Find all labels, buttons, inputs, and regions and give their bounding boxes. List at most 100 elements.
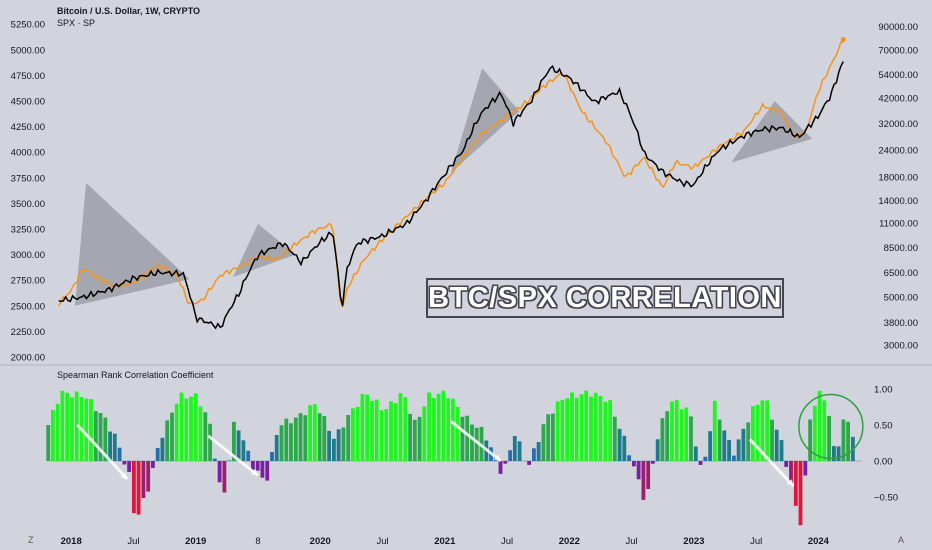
correlation-bar — [170, 412, 174, 461]
left-axis-tick-label: 3000.00 — [11, 250, 45, 261]
correlation-bar — [260, 461, 265, 478]
left-axis-tick-label: 4500.00 — [11, 97, 45, 108]
chart-title[interactable]: Bitcoin / U.S. Dollar, 1W, CRYPTO — [57, 6, 201, 16]
correlation-bar — [746, 422, 751, 461]
correlation-bar — [803, 461, 808, 476]
left-axis-tick-label: 3500.00 — [11, 199, 45, 210]
correlation-bar — [793, 461, 798, 506]
correlation-bar — [579, 394, 584, 461]
left-axis-tick-label: 5250.00 — [11, 20, 45, 31]
correlation-bar — [398, 393, 403, 461]
correlation-bar — [608, 400, 613, 461]
correlation-bar — [598, 395, 603, 461]
correlation-bar — [351, 408, 355, 461]
correlation-bar — [165, 420, 170, 461]
x-axis-tick-label: 2022 — [559, 536, 580, 547]
correlation-bar — [512, 436, 517, 461]
correlation-bar — [712, 400, 717, 461]
divergence-highlight-area — [731, 101, 813, 163]
correlation-bar — [251, 461, 255, 470]
correlation-bar — [117, 447, 122, 461]
correlation-bar — [546, 414, 551, 461]
correlation-bar — [141, 461, 146, 498]
auto-scale-z-button[interactable]: Z — [28, 535, 34, 545]
correlation-bar — [498, 461, 503, 474]
correlation-bar — [765, 400, 770, 461]
correlation-bar — [432, 398, 436, 461]
correlation-bar — [651, 461, 655, 464]
correlation-bar — [227, 460, 232, 461]
correlation-bar — [403, 397, 408, 461]
x-axis-tick-label: 2019 — [185, 536, 206, 547]
correlation-bar — [265, 461, 270, 481]
correlation-bar — [517, 441, 522, 461]
correlation-bar — [741, 428, 746, 461]
correlation-bar — [151, 461, 155, 468]
correlation-bar — [632, 461, 636, 467]
correlation-bar — [593, 392, 598, 461]
correlation-bar — [655, 439, 660, 461]
correlation-bar — [336, 429, 341, 461]
compare-symbol-label[interactable]: SPX · SP — [57, 18, 96, 28]
right-axis-tick-label: 18000.00 — [878, 173, 918, 184]
oscillator-axis-tick-label: 0.00 — [874, 457, 893, 468]
left-axis-tick-label: 3750.00 — [11, 173, 45, 184]
correlation-bar — [446, 398, 451, 461]
right-axis-tick-label: 11000.00 — [879, 219, 918, 230]
correlation-bar — [198, 406, 203, 461]
spx-last-point — [840, 37, 846, 43]
correlation-bar — [698, 461, 703, 465]
correlation-bar — [755, 404, 760, 461]
right-axis-tick-label: 32000.00 — [878, 119, 918, 130]
correlation-bar — [46, 425, 51, 461]
correlation-bar — [603, 401, 608, 461]
correlation-bar — [322, 416, 327, 461]
correlation-bar — [532, 448, 536, 461]
correlation-bar — [760, 400, 765, 461]
correlation-bar — [646, 461, 651, 489]
correlation-bar — [193, 393, 198, 461]
correlation-bar — [312, 404, 317, 461]
correlation-bar — [246, 450, 251, 461]
correlation-bar — [284, 418, 289, 461]
correlation-bar — [127, 461, 132, 472]
latest-correlation-circle — [798, 393, 864, 460]
correlation-bar — [155, 448, 160, 461]
correlation-bar — [236, 430, 241, 461]
correlation-bar — [636, 461, 641, 480]
correlation-bar — [727, 440, 732, 461]
correlation-bar — [84, 398, 89, 461]
correlation-bar — [798, 461, 803, 526]
correlation-bar — [717, 419, 722, 461]
correlation-bar — [108, 431, 113, 461]
correlation-bar — [298, 413, 303, 461]
correlation-bar — [132, 461, 136, 514]
right-axis-tick-label: 90000.00 — [878, 22, 918, 33]
correlation-bar — [660, 418, 665, 461]
x-axis-tick-label: Jul — [750, 536, 762, 547]
correlation-bar — [441, 390, 446, 461]
correlation-bar — [736, 439, 741, 461]
correlation-bar — [89, 399, 93, 461]
x-axis-tick-label: Jul — [501, 536, 513, 547]
correlation-bar — [427, 392, 432, 461]
x-axis-tick-label: Jul — [626, 536, 638, 547]
correlation-bar — [784, 461, 789, 467]
correlation-bar — [93, 411, 98, 461]
correlation-bar — [384, 409, 389, 461]
correlation-bar — [474, 427, 479, 461]
oscillator-axis-tick-label: 1.00 — [874, 385, 893, 396]
correlation-bar — [536, 442, 541, 461]
left-axis-tick-label: 2750.00 — [11, 276, 45, 287]
auto-scale-a-button[interactable]: A — [898, 535, 905, 545]
correlation-bar — [293, 417, 298, 461]
correlation-bar — [370, 400, 374, 461]
correlation-bar — [184, 398, 189, 461]
correlation-bar — [570, 392, 574, 461]
x-axis-tick-label: 2021 — [434, 536, 456, 547]
right-axis-tick-label: 14000.00 — [878, 196, 918, 207]
correlation-bar — [832, 446, 836, 461]
right-axis-tick-label: 8500.00 — [884, 243, 918, 254]
correlation-bar — [241, 440, 246, 461]
indicator-title[interactable]: Spearman Rank Correlation Coefficient — [57, 370, 214, 380]
